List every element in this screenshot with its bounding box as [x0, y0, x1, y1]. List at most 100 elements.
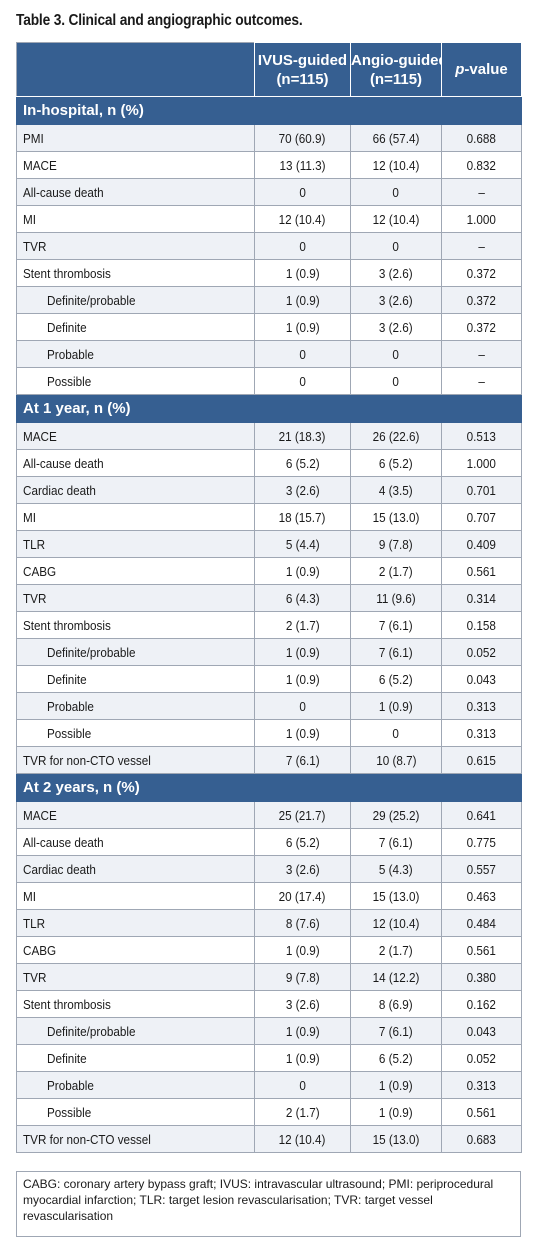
table-row: TVR 0 0 – [16, 232, 522, 260]
row-label: PMI [16, 124, 255, 152]
cell-pvalue-text: 0.162 [466, 996, 497, 1012]
cell-angio-text: 7 (6.1) [379, 617, 413, 633]
cell-ivus: 1 (0.9) [254, 286, 351, 314]
cell-ivus-text: 7 (6.1) [285, 752, 320, 768]
cell-pvalue-text: 0.380 [466, 969, 497, 985]
cell-pvalue: 0.314 [441, 584, 522, 612]
table-row: Stent thrombosis 1 (0.9) 3 (2.6) 0.372 [16, 259, 522, 287]
row-label: Stent thrombosis [16, 259, 255, 287]
cell-ivus-text: 1 (0.9) [285, 942, 320, 958]
cell-angio: 1 (0.9) [350, 1098, 442, 1126]
row-label-text: MI [23, 211, 37, 227]
cell-pvalue: 0.484 [441, 909, 522, 937]
cell-angio-text: 0 [392, 238, 400, 254]
cell-pvalue-text: – [478, 373, 485, 389]
cell-ivus: 1 (0.9) [254, 638, 351, 666]
row-label-text: TVR [23, 590, 47, 606]
cell-ivus: 0 [254, 232, 351, 260]
header-ivus-line1: IVUS-guided [257, 51, 348, 69]
cell-ivus-text: 6 (4.3) [285, 590, 320, 606]
cell-angio: 0 [350, 367, 442, 395]
cell-angio-text: 15 (13.0) [372, 509, 420, 525]
table-row: Definite 1 (0.9) 6 (5.2) 0.043 [16, 665, 522, 693]
cell-ivus-text: 3 (2.6) [285, 482, 320, 498]
table-row: TVR for non-CTO vessel 12 (10.4) 15 (13.0)… [16, 1125, 522, 1153]
cell-angio-text: 29 (25.2) [372, 807, 420, 823]
row-label-text: TVR [23, 238, 47, 254]
table-row: MACE 21 (18.3) 26 (22.6) 0.513 [16, 422, 522, 450]
cell-angio: 6 (5.2) [350, 665, 442, 693]
cell-ivus: 6 (5.2) [254, 828, 351, 856]
cell-pvalue-text: 0.043 [466, 1023, 497, 1039]
cell-pvalue: 0.372 [441, 313, 522, 341]
row-label-text: TVR [23, 969, 47, 985]
cell-angio-text: 1 (0.9) [379, 1077, 413, 1093]
row-label-text: TLR [23, 915, 46, 931]
cell-ivus: 8 (7.6) [254, 909, 351, 937]
row-label: Definite [16, 665, 255, 693]
cell-pvalue-text: 0.372 [466, 292, 497, 308]
row-label-text: Definite/probable [47, 292, 136, 308]
cell-pvalue: 0.832 [441, 151, 522, 179]
cell-ivus-text: 25 (21.7) [279, 807, 326, 823]
table-row: MI 20 (17.4) 15 (13.0) 0.463 [16, 882, 522, 910]
cell-angio-text: 10 (8.7) [375, 752, 417, 768]
cell-angio-text: 3 (2.6) [379, 292, 413, 308]
cell-angio: 10 (8.7) [350, 746, 442, 774]
cell-angio-text: 0 [392, 184, 400, 200]
row-label-text: Probable [47, 1077, 94, 1093]
cell-pvalue-text: 0.484 [466, 915, 497, 931]
cell-angio: 8 (6.9) [350, 990, 442, 1018]
cell-angio-text: 15 (13.0) [372, 1131, 420, 1147]
table-row: Definite/probable 1 (0.9) 3 (2.6) 0.372 [16, 286, 522, 314]
cell-angio-text: 5 (4.3) [379, 861, 413, 877]
table-row: Definite 1 (0.9) 3 (2.6) 0.372 [16, 313, 522, 341]
cell-ivus-text: 1 (0.9) [285, 292, 320, 308]
cell-ivus-text: 12 (10.4) [279, 1131, 326, 1147]
cell-ivus-text: 1 (0.9) [285, 644, 320, 660]
row-label-text: Probable [47, 346, 94, 362]
row-label: All-cause death [16, 178, 255, 206]
table-row: Possible 1 (0.9) 0 0.313 [16, 719, 522, 747]
cell-ivus-text: 0 [299, 1077, 306, 1093]
cell-pvalue-text: 0.313 [466, 698, 497, 714]
cell-pvalue-text: 0.043 [466, 671, 497, 687]
header-ivus: IVUS-guided (n=115) [254, 42, 351, 97]
cell-ivus: 1 (0.9) [254, 313, 351, 341]
row-label: Stent thrombosis [16, 990, 255, 1018]
cell-pvalue: 0.683 [441, 1125, 522, 1153]
cell-pvalue-text: 0.372 [466, 319, 497, 335]
cell-ivus: 18 (15.7) [254, 503, 351, 531]
cell-ivus-text: 1 (0.9) [285, 265, 320, 281]
cell-angio: 6 (5.2) [350, 449, 442, 477]
cell-pvalue: 0.372 [441, 286, 522, 314]
row-label: MI [16, 503, 255, 531]
cell-pvalue: 0.043 [441, 665, 522, 693]
row-label: Stent thrombosis [16, 611, 255, 639]
row-label-text: Probable [47, 698, 94, 714]
cell-pvalue: 0.615 [441, 746, 522, 774]
section-title: At 2 years, n (%) [16, 773, 522, 802]
cell-ivus-text: 0 [299, 373, 306, 389]
cell-pvalue: 0.372 [441, 259, 522, 287]
cell-angio: 5 (4.3) [350, 855, 442, 883]
cell-ivus: 3 (2.6) [254, 476, 351, 504]
cell-ivus-text: 1 (0.9) [285, 1023, 320, 1039]
cell-angio-text: 7 (6.1) [379, 834, 413, 850]
cell-pvalue-text: – [478, 346, 485, 362]
cell-ivus-text: 2 (1.7) [285, 1104, 320, 1120]
row-label: MACE [16, 801, 255, 829]
cell-angio: 66 (57.4) [350, 124, 442, 152]
cell-angio-text: 1 (0.9) [379, 698, 413, 714]
cell-pvalue-text: 0.641 [466, 807, 497, 823]
cell-angio-text: 4 (3.5) [379, 482, 413, 498]
cell-angio: 0 [350, 178, 442, 206]
cell-ivus: 9 (7.8) [254, 963, 351, 991]
row-label-text: Definite [47, 319, 87, 335]
cell-pvalue: 0.775 [441, 828, 522, 856]
cell-pvalue: 0.380 [441, 963, 522, 991]
cell-pvalue: 0.561 [441, 557, 522, 585]
cell-angio: 3 (2.6) [350, 259, 442, 287]
row-label: Definite/probable [16, 286, 255, 314]
cell-angio: 15 (13.0) [350, 1125, 442, 1153]
